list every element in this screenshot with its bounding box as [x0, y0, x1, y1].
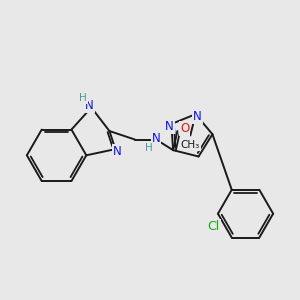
- Text: N: N: [113, 145, 122, 158]
- Text: O: O: [180, 122, 189, 135]
- Text: H: H: [79, 93, 87, 103]
- Text: H: H: [145, 143, 153, 153]
- Text: CH₃: CH₃: [181, 140, 200, 150]
- Text: N: N: [194, 110, 202, 123]
- Text: N: N: [85, 99, 94, 112]
- Text: Cl: Cl: [208, 220, 220, 233]
- Text: N: N: [165, 120, 174, 133]
- Text: N: N: [152, 132, 161, 145]
